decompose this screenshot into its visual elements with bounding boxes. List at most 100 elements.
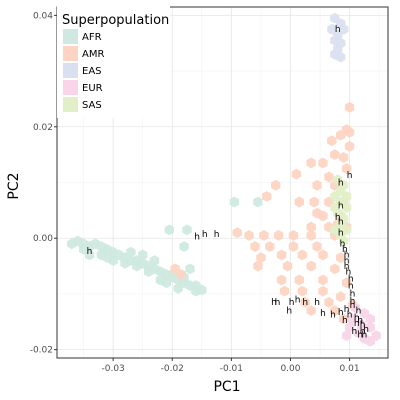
hex-bin-amr	[336, 129, 346, 141]
point-label: h	[354, 314, 360, 324]
hex-bin-amr	[262, 191, 272, 202]
y-axis-title: PC2	[6, 172, 22, 199]
hex-bin-afr	[161, 277, 172, 289]
series-eur	[341, 302, 381, 347]
hex-bin-amr	[306, 305, 316, 317]
point-label: h	[338, 308, 344, 318]
hex-bin-eur	[350, 302, 361, 314]
hex-bin-amr	[344, 101, 355, 113]
legend-title: Superpopulation	[62, 13, 169, 28]
point-label: h	[335, 25, 341, 35]
point-label: h	[363, 325, 369, 335]
hex-bin-amr	[297, 249, 307, 261]
hex-bin-amr	[324, 296, 334, 308]
point-label: h	[275, 298, 281, 308]
point-label: h	[302, 298, 308, 308]
hex-bin-amr	[288, 230, 299, 241]
x-tick-label: -0.01	[220, 364, 243, 374]
point-label: h	[330, 310, 336, 320]
hex-bin-amr	[318, 157, 328, 169]
legend-label-eur: EUR	[82, 83, 103, 94]
hex-bin-amr	[265, 241, 275, 252]
point-label: h	[354, 319, 360, 329]
point-label: h	[286, 306, 292, 316]
hex-bin-amr	[232, 227, 242, 239]
hex-bin-amr	[324, 171, 334, 183]
hex-bin-amr	[300, 296, 310, 308]
hex-bin-amr	[291, 168, 302, 180]
hex-bin-amr	[306, 230, 316, 241]
hex-bin-amr	[312, 179, 322, 191]
hex-bin-amr	[330, 305, 340, 317]
hex-bin-amr	[318, 274, 328, 286]
hex-bin-afr	[149, 255, 160, 266]
point-label: h	[348, 275, 354, 285]
hex-bin-amr	[306, 221, 316, 233]
hex-bin-afr	[185, 263, 195, 275]
hex-bin-amr	[341, 277, 352, 289]
hex-bin-eur	[365, 313, 375, 325]
point-label: h	[194, 232, 200, 242]
point-label: h	[338, 202, 344, 212]
hex-bins	[67, 12, 381, 347]
point-label: h	[344, 262, 350, 272]
point-label: h	[338, 217, 344, 227]
series-afr	[67, 196, 263, 297]
legend-label-afr: AFR	[82, 32, 102, 43]
x-tick-label: 0.01	[340, 364, 360, 374]
axis-ticks: -0.03 -0.02 -0.01 0.00 0.01 -0.02 0.00 0.02 0.04	[30, 11, 360, 374]
legend-swatch-afr	[63, 29, 78, 44]
hex-bin-amr	[276, 249, 287, 261]
legend-label-amr: AMR	[82, 49, 104, 60]
series-sas	[330, 174, 352, 247]
legend-items: AFR AMR EAS EUR SAS	[63, 29, 104, 112]
hex-bin-amr	[312, 241, 322, 252]
hex-bin-eur	[347, 313, 358, 325]
x-tick-label: -0.02	[161, 364, 184, 374]
legend-swatch-eur	[63, 80, 78, 95]
point-label: h	[289, 298, 295, 308]
point-label: h	[314, 298, 320, 308]
hex-bin-afr	[78, 243, 89, 255]
hex-bin-amr	[276, 274, 287, 286]
series-eas	[327, 12, 349, 63]
x-tick-label: -0.03	[102, 364, 125, 374]
point-label: h	[357, 316, 363, 326]
point-label: h	[338, 178, 344, 188]
hex-bin-eur	[365, 335, 375, 347]
point-label: h	[360, 320, 366, 330]
hex-bin-amr	[330, 149, 340, 161]
hex-bin-eur	[356, 319, 367, 330]
hex-bin-amr	[273, 230, 284, 241]
x-axis-title: PC1	[213, 379, 240, 395]
point-label: h	[356, 306, 362, 316]
hex-bin-amr	[288, 241, 299, 252]
hex-bin-amr	[271, 179, 281, 191]
point-label: h	[346, 267, 352, 277]
point-label: h	[350, 290, 356, 300]
hex-bin-afr	[102, 252, 112, 264]
hex-bin-afr	[138, 249, 148, 261]
point-label: h	[202, 230, 208, 240]
point-label: h	[357, 330, 363, 340]
legend-label-sas: SAS	[82, 100, 102, 111]
point-label: h	[344, 251, 350, 261]
hex-bin-amr	[297, 285, 307, 297]
hex-bin-amr	[294, 274, 305, 286]
hex-bin-afr	[164, 224, 174, 236]
y-tick-label: 0.02	[33, 123, 53, 133]
hex-bin-afr	[143, 266, 154, 278]
point-label: h	[360, 327, 366, 337]
point-label: h	[350, 301, 356, 311]
legend-swatch-amr	[63, 46, 78, 61]
point-label: h	[344, 256, 350, 266]
point-label: h	[344, 305, 350, 315]
hex-bin-amr	[306, 157, 316, 169]
hex-bin-eas	[338, 23, 349, 35]
point-label: h	[351, 327, 357, 337]
point-label: h	[214, 230, 220, 240]
legend-swatch-sas	[63, 97, 78, 112]
y-tick-label: 0.04	[33, 11, 53, 21]
